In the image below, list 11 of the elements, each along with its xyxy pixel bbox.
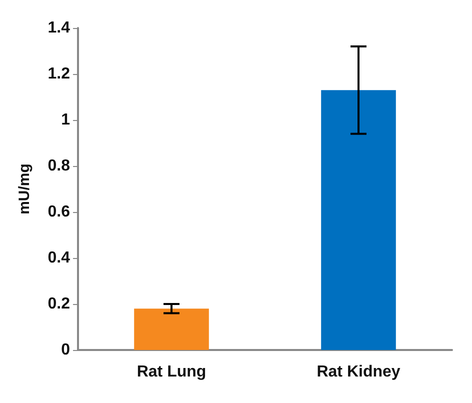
x-tick-label: Rat Lung	[136, 364, 206, 380]
y-tick-label: 1	[61, 112, 70, 128]
x-tick-label: Rat Kidney	[316, 364, 400, 380]
y-tick-label: 0.2	[48, 296, 70, 312]
y-tick-label: 0.4	[48, 250, 70, 266]
y-tick-label: 0.6	[48, 204, 70, 220]
y-axis-title: mU/mg	[16, 164, 33, 214]
y-tick-label: 0.8	[48, 158, 70, 174]
y-tick-label: 0	[61, 342, 70, 358]
y-tick-label: 1.2	[48, 66, 70, 82]
y-tick-label: 1.4	[48, 20, 70, 36]
